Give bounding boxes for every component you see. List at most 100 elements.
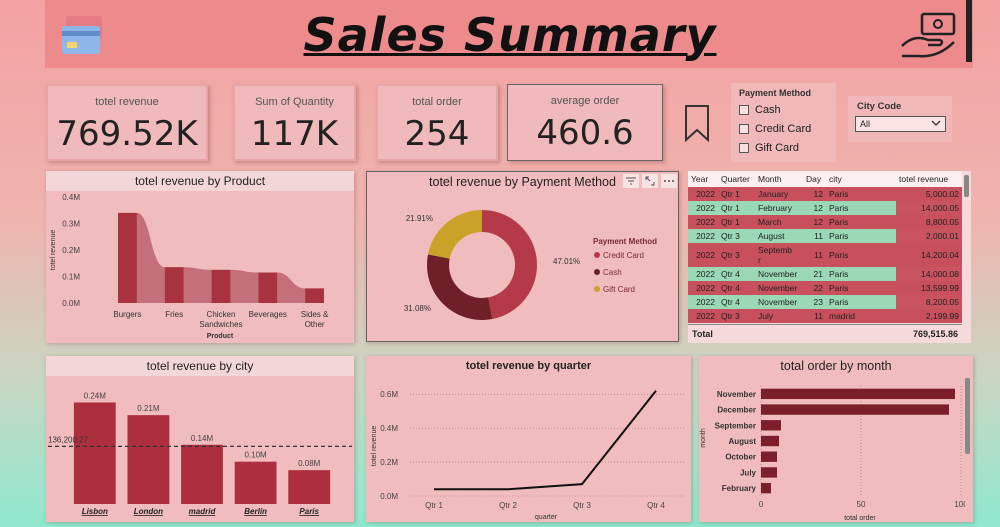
city-bar-chart: 0.24M Lisbon 0.21M London 0.14M madrid 0.10M Be…	[48, 391, 352, 516]
revenue-by-product-chart: totel revenue by Product 0.0M 0.1M 0.2M 0.3…	[46, 171, 354, 343]
table-cell-city: Paris	[829, 283, 849, 293]
bar	[181, 444, 223, 504]
column-header[interactable]: city	[826, 171, 896, 187]
checkbox-cash[interactable]: Cash	[739, 104, 781, 116]
kpi-label: total order	[412, 96, 462, 108]
table-cell-month: January	[758, 189, 789, 199]
table-cell-year: 2022	[696, 231, 715, 241]
quarter-line-chart: 0.0M 0.2M 0.4M 0.6M totel revenue Qtr 1 Qtr 2 Q…	[371, 390, 684, 521]
y-tick-label: 0.0M	[62, 299, 80, 308]
table-cell-month: March	[758, 217, 782, 227]
slice-label: 31.08%	[404, 304, 431, 313]
table-row[interactable]: 2022 Qtr 4 November 23 Paris 8,200.05	[688, 295, 962, 309]
y-tick-label: August	[728, 437, 756, 446]
revenue-by-payment-chart: totel revenue by Payment Method 47.01% 31…	[366, 171, 679, 342]
average-label: 136,200.27	[48, 435, 89, 444]
table-cell-quarter: Qtr 3	[721, 250, 740, 260]
focus-mode-icon[interactable]	[642, 174, 658, 188]
filter-icon[interactable]	[623, 174, 639, 188]
table-cell-year: 2022	[696, 250, 715, 260]
table-scrollbar[interactable]	[964, 175, 969, 197]
bar	[258, 272, 278, 303]
table-cell-revenue: 5,000.02	[896, 187, 962, 201]
x-tick-label: 50	[857, 500, 866, 509]
kpi-value: 460.6	[536, 113, 634, 153]
month-bar-chart: 0 50 100 total order month November December Se…	[700, 386, 965, 522]
table-cell-day: 12	[813, 217, 823, 227]
data-label: 0.24M	[84, 391, 107, 400]
bar	[761, 435, 779, 447]
bar	[761, 404, 949, 415]
checkbox-label: Cash	[755, 104, 781, 116]
bar	[761, 482, 771, 494]
x-tick-label: Qtr 3	[573, 501, 591, 510]
data-label: 0.21M	[137, 404, 160, 413]
table-row[interactable]: 2022 Qtr 1 February 12 Paris 14,000.05	[688, 201, 962, 215]
column-header[interactable]: Year	[688, 171, 718, 187]
table-row[interactable]: 2022 Qtr 1 January 12 Paris 5,000.02	[688, 187, 962, 201]
table-row[interactable]: 2022 Qtr 4 November 22 Paris 13,599.99	[688, 281, 962, 295]
donut-slice	[482, 210, 537, 320]
y-tick-label: 0.0M	[380, 492, 398, 501]
y-tick-label: October	[725, 453, 756, 462]
checkbox-gift-card[interactable]: Gift Card	[739, 142, 799, 154]
column-header[interactable]: Month	[755, 171, 803, 187]
bar	[288, 470, 331, 504]
table-cell-city: madrid	[829, 311, 855, 321]
x-axis-label: total order	[844, 515, 876, 522]
y-tick-label: November	[717, 390, 756, 399]
bar	[305, 288, 324, 303]
table-cell-day: 11	[814, 250, 823, 260]
table-cell-day: 21	[813, 269, 823, 279]
x-tick-label: Berlin	[244, 507, 267, 516]
column-header[interactable]: totel revenue	[896, 171, 962, 187]
table-body: Year Quarter Month Day city totel revenu…	[688, 171, 962, 343]
chart-title: totel revenue by Product	[46, 171, 354, 191]
slice-label: 21.91%	[406, 214, 433, 223]
data-label: 0.14M	[191, 434, 214, 443]
bar	[211, 269, 231, 303]
data-label: 0.10M	[244, 451, 267, 460]
city-code-dropdown[interactable]: All	[855, 116, 946, 132]
table-row[interactable]: 2022 Qtr 4 November 21 Paris 14,000.08	[688, 267, 962, 281]
bookmark-icon[interactable]	[684, 104, 710, 143]
table-row[interactable]: 2022 Qtr 1 March 12 Paris 8,800.05	[688, 215, 962, 229]
bar	[164, 267, 184, 303]
chart-title: totel revenue by Payment Method	[367, 172, 678, 192]
table-cell-city: Paris	[829, 189, 849, 199]
table-total-row: Total 769,515.86	[688, 324, 962, 343]
kpi-value: 117K	[250, 114, 339, 154]
more-options-icon[interactable]	[661, 174, 677, 188]
table-row[interactable]: 2022 Qtr 3 August 11 Paris 2,000.01	[688, 229, 962, 243]
kpi-card-average-order: average order 460.6	[507, 84, 663, 161]
dropdown-value: All	[860, 119, 871, 129]
table-cell-month: July	[758, 311, 774, 321]
column-header[interactable]: Day	[803, 171, 826, 187]
table-cell-year: 2022	[696, 311, 715, 321]
table-cell-revenue: 8,800.05	[896, 215, 962, 229]
table-cell-day: 22	[813, 283, 823, 293]
legend-label: Gift Card	[603, 285, 635, 294]
bar	[118, 212, 137, 303]
y-tick-label: 0.2M	[380, 458, 398, 467]
bar	[761, 451, 777, 462]
bar	[761, 388, 955, 400]
table-cell-year: 2022	[696, 217, 715, 227]
y-tick-label: December	[717, 406, 756, 415]
table-cell-city: Paris	[829, 269, 849, 279]
table-cell-revenue: 14,200.04	[896, 243, 962, 267]
scroll-divider	[966, 0, 972, 62]
checkbox-credit-card[interactable]: Credit Card	[739, 123, 811, 135]
column-header[interactable]: Quarter	[718, 171, 755, 187]
x-axis-label: quarter	[535, 514, 558, 521]
table-row[interactable]: 2022 Qtr 3 July 11 madrid 2,199.99	[688, 309, 962, 323]
payment-method-slicer: Payment Method Cash Credit Card Gift Car…	[731, 83, 836, 162]
chart-scrollbar[interactable]	[965, 378, 970, 454]
bar	[234, 461, 277, 504]
revenue-by-city-chart: totel revenue by city 0.24M Lisbon 0.21M Lo…	[46, 356, 354, 522]
kpi-card-quantity: Sum of Quantity 117K	[233, 84, 356, 161]
table-cell-year: 2022	[696, 283, 715, 293]
x-tick-label: Qtr 4	[647, 501, 665, 510]
kpi-card-orders: total order 254	[376, 84, 498, 161]
table-row[interactable]: 2022 Qtr 3 Septemb r 11 Paris 14,200.04	[688, 243, 962, 267]
